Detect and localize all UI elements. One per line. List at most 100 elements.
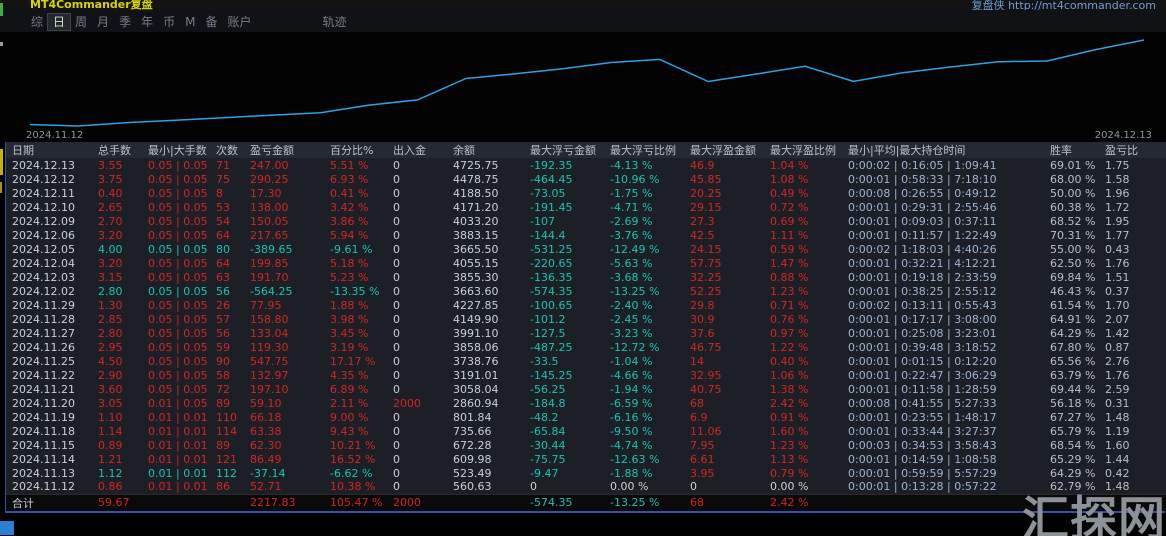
promo-link[interactable]: 复盘侠 http://mt4commander.com — [971, 0, 1156, 10]
cell-date: 2024.11.12 — [12, 480, 75, 494]
column-header-winrate[interactable]: 胜率 — [1048, 142, 1103, 158]
table-row[interactable]: 2024.11.18 1.14 0.01 | 0.01 114 63.38 9.43 % 0… — [6, 424, 1166, 438]
cell-maxfupct: 0.40 % — [770, 354, 809, 368]
cell-inout: 0 — [393, 270, 400, 284]
cell-holdtime: 0:00:01 | 0:11:58 | 1:28:59 — [848, 382, 997, 396]
table-row[interactable]: 2024.11.27 2.80 0.05 | 0.05 56 133.04 3.45 % 0… — [6, 326, 1166, 340]
cell-winrate: 63.79 % — [1050, 368, 1096, 382]
table-row[interactable]: 2024.12.13 3.55 0.05 | 0.05 71 247.00 5.51 % 0… — [6, 158, 1166, 172]
cell-date: 2024.11.28 — [12, 312, 75, 326]
tab-3[interactable]: 月 — [97, 14, 110, 29]
table-row[interactable]: 2024.12.12 3.75 0.05 | 0.05 75 290.25 6.93 % 0… — [6, 172, 1166, 186]
column-header-minmax[interactable]: 最小|大手数 — [146, 142, 214, 158]
cell-inout: 0 — [393, 312, 400, 326]
table-row[interactable]: 2024.12.06 3.20 0.05 | 0.05 64 217.65 5.94 % 0… — [6, 228, 1166, 242]
cell-maxfu: 45.85 — [690, 172, 722, 186]
table-row[interactable]: 2024.11.20 3.05 0.01 | 0.05 89 59.10 2.11 % 20… — [6, 396, 1166, 410]
table-row[interactable]: 2024.12.10 2.65 0.05 | 0.05 53 138.00 3.42 % 0… — [6, 200, 1166, 214]
cell-maxdd: -33.5 — [530, 354, 559, 368]
tab-7[interactable]: M — [185, 14, 196, 29]
column-header-balance[interactable]: 余额 — [451, 142, 528, 158]
cell-maxfupct: 0.69 % — [770, 214, 809, 228]
table-row[interactable]: 2024.12.11 0.40 0.05 | 0.05 8 17.30 0.41 % 0 41… — [6, 186, 1166, 200]
table-row[interactable]: 2024.11.21 3.60 0.05 | 0.05 72 197.10 6.89 % 0… — [6, 382, 1166, 396]
table-row[interactable]: 2024.11.25 4.50 0.05 | 0.05 90 547.75 17.17 %… — [6, 354, 1166, 368]
cell-count: 64 — [216, 228, 230, 242]
table-row[interactable]: 2024.11.28 2.85 0.05 | 0.05 57 158.80 3.98 % 0… — [6, 312, 1166, 326]
cell-date: 2024.12.06 — [12, 228, 75, 242]
cell-inout: 0 — [393, 284, 400, 298]
column-header-count[interactable]: 次数 — [214, 142, 248, 158]
cell-inout: 0 — [393, 298, 400, 312]
cell-lots: 3.20 — [98, 256, 123, 270]
cell-pct: 10.21 % — [330, 438, 376, 452]
table-row[interactable]: 2024.12.05 4.00 0.05 | 0.05 80 -389.65 -9.61 … — [6, 242, 1166, 256]
table-total-row[interactable]: 合计 59.67 2217.83 105.47 % 2000 -574.35 -13.25 … — [6, 494, 1166, 511]
cell-pct: -6.62 % — [330, 466, 373, 480]
cell-maxdd: -127.5 — [530, 326, 566, 340]
cell-maxfupct: 1.06 % — [770, 368, 809, 382]
cell-maxddpct: -4.13 % — [610, 158, 653, 172]
cell-inout: 0 — [393, 214, 400, 228]
cell-balance: 3991.10 — [453, 326, 499, 340]
column-header-maxfupct[interactable]: 最大浮盈比例 — [768, 142, 846, 158]
cell-pnl: 52.71 — [250, 480, 282, 494]
tab-track[interactable]: 轨迹 — [322, 14, 347, 29]
cell-winrate: 64.29 % — [1050, 326, 1096, 340]
table-row[interactable]: 2024.11.13 1.12 0.01 | 0.01 112 -37.14 -6.62 … — [6, 466, 1166, 480]
tab-8[interactable]: 备 — [205, 14, 218, 29]
cell-maxdd: -192.35 — [530, 158, 573, 172]
cell-balance: 3855.30 — [453, 270, 499, 284]
table-row[interactable]: 2024.12.09 2.70 0.05 | 0.05 54 150.05 3.86 % 0… — [6, 214, 1166, 228]
column-header-plratio[interactable]: 盈亏比 — [1103, 142, 1166, 158]
cell-maxddpct: -1.88 % — [610, 466, 653, 480]
cell-maxddpct: -4.74 % — [610, 438, 653, 452]
table-row[interactable]: 2024.11.12 0.86 0.01 | 0.01 86 52.71 10.38 % 0… — [6, 480, 1166, 494]
cell-balance: 3663.60 — [453, 284, 499, 298]
cell-balance: 4171.20 — [453, 200, 499, 214]
cell-date: 合计 — [12, 496, 34, 510]
column-header-date[interactable]: 日期 — [6, 142, 96, 158]
tab-2[interactable]: 周 — [75, 14, 88, 29]
table-row[interactable]: 2024.11.26 2.95 0.05 | 0.05 59 119.30 3.19 % 0… — [6, 340, 1166, 354]
column-header-maxfu[interactable]: 最大浮盈金额 — [688, 142, 768, 158]
column-header-pct[interactable]: 百分比% — [328, 142, 391, 158]
tab-6[interactable]: 币 — [163, 14, 176, 29]
equity-curve-chart[interactable]: 2024.11.12 2024.12.13 — [0, 32, 1166, 142]
corner-blue-square[interactable] — [0, 521, 14, 535]
cell-minmax: 0.05 | 0.05 — [148, 214, 208, 228]
cell-inout: 0 — [393, 186, 400, 200]
column-header-pnl[interactable]: 盈亏金额 — [248, 142, 328, 158]
column-header-holdtime[interactable]: 最小|平均|最大持仓时间 — [846, 142, 1048, 158]
tab-9[interactable]: 账户 — [227, 14, 252, 29]
table-row[interactable]: 2024.11.14 1.21 0.01 | 0.01 121 86.49 16.52 %… — [6, 452, 1166, 466]
table-row[interactable]: 2024.12.04 3.20 0.05 | 0.05 64 199.85 5.18 % 0… — [6, 256, 1166, 270]
gutter-green-mark — [0, 3, 3, 16]
cell-lots: 4.50 — [98, 354, 123, 368]
column-header-inout[interactable]: 出入金 — [391, 142, 451, 158]
cell-count: 63 — [216, 270, 230, 284]
table-row[interactable]: 2024.11.22 2.90 0.05 | 0.05 58 132.97 4.35 % 0… — [6, 368, 1166, 382]
column-header-lots[interactable]: 总手数 — [96, 142, 146, 158]
table-row[interactable]: 2024.12.02 2.80 0.05 | 0.05 56 -564.25 -13.35… — [6, 284, 1166, 298]
cell-maxfu: 20.25 — [690, 186, 722, 200]
app-title: MT4Commander复盘 — [30, 0, 153, 10]
cell-minmax: 0.05 | 0.05 — [148, 256, 208, 270]
cell-count: 64 — [216, 256, 230, 270]
cell-holdtime: 0:00:01 | 0:33:44 | 3:27:37 — [848, 424, 997, 438]
tab-1[interactable]: 日 — [48, 13, 71, 30]
cell-inout: 0 — [393, 158, 400, 172]
column-header-maxddpct[interactable]: 最大浮亏比例 — [608, 142, 688, 158]
table-row[interactable]: 2024.12.03 3.15 0.05 | 0.05 63 191.70 5.23 % 0… — [6, 270, 1166, 284]
cell-maxfupct: 0.71 % — [770, 298, 809, 312]
cell-balance: 4149.90 — [453, 312, 499, 326]
column-header-maxdd[interactable]: 最大浮亏金额 — [528, 142, 608, 158]
table-row[interactable]: 2024.11.19 1.10 0.01 | 0.01 110 66.18 9.00 % 0… — [6, 410, 1166, 424]
tab-5[interactable]: 年 — [141, 14, 154, 29]
tab-4[interactable]: 季 — [119, 14, 132, 29]
cell-pct: 2.11 % — [330, 396, 369, 410]
tab-0[interactable]: 综 — [31, 14, 44, 29]
table-row[interactable]: 2024.11.29 1.30 0.05 | 0.05 26 77.95 1.88 % 0 4… — [6, 298, 1166, 312]
table-row[interactable]: 2024.11.15 0.89 0.01 | 0.01 89 62.30 10.21 % 0… — [6, 438, 1166, 452]
daily-stats-table: 日期 总手数 最小|大手数 次数 盈亏金额 百分比% 出入金 余额 最大浮亏金额 最大浮亏比例 最大… — [6, 142, 1166, 511]
